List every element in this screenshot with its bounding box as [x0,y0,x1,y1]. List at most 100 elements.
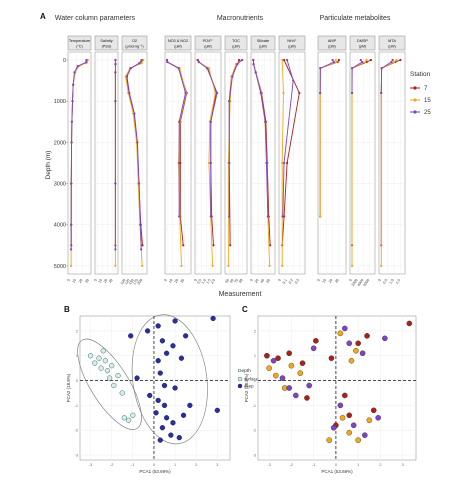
data-point-surface [111,383,116,388]
data-point-deep [179,356,184,361]
data-point-surface [120,391,125,396]
data-point-25 [231,75,233,77]
data-point-deep [156,358,161,363]
data-point-25 [351,67,353,69]
data-point-25 [166,61,168,63]
y-tick-label: -3 [75,454,78,458]
data-point-7 [371,408,376,413]
data-point-25 [141,59,143,61]
facet-strip-unit: (μM) [174,45,181,49]
data-point-25 [338,403,343,408]
data-point-deep [128,333,133,338]
data-point-25 [73,71,75,73]
facet-strip-label: O2 [132,39,137,43]
data-point-7 [407,321,412,326]
data-point-25 [332,59,334,61]
data-point-15 [281,59,283,61]
x-tick-label: 30 [84,278,90,284]
facet-strip-label: TOC [232,39,240,43]
x-tick-label: -3 [89,463,92,467]
y-axis-label: PCA2 (18.8%) [244,373,249,402]
data-point-15 [298,371,303,376]
data-point-25 [286,59,288,61]
x-tick-label: 1.0 [389,278,395,284]
x-tick-label: -2 [110,463,113,467]
legend-title: Depth [238,368,251,374]
data-point-25 [198,61,200,63]
data-point-15 [349,358,354,363]
data-point-25 [178,121,180,123]
data-point-surface [107,376,112,381]
data-point-25 [342,326,347,331]
data-point-25 [311,346,316,351]
data-point-7 [370,59,372,61]
data-point-deep [183,333,188,338]
data-point-7 [342,393,347,398]
x-tick-label: 20 [78,278,84,284]
data-point-7 [286,162,288,164]
data-point-7 [364,333,369,338]
data-point-deep [211,316,216,321]
x-tick-label: 200 [137,278,144,285]
data-point-25 [128,92,130,94]
facet-strip-unit: (PSU) [102,45,112,49]
data-point-25 [71,121,73,123]
data-point-25 [228,100,230,102]
data-point-25 [351,423,356,428]
data-point-deep [160,338,165,343]
data-point-25 [114,63,116,65]
x-tick-label: 3 [402,463,404,467]
facet-strip-label: PO4³⁻ [203,39,214,43]
legend-key [238,377,242,381]
data-point-deep [158,438,163,443]
x-tick-label: 80 [238,278,244,284]
x-tick-label: 0 [377,278,381,282]
facet-strip-unit: (pM) [388,45,395,49]
data-point-25 [216,92,218,94]
data-point-deep [171,343,176,348]
facet-strip-label: MTA [388,39,396,43]
data-point-25 [178,215,180,217]
data-point-15 [114,265,116,267]
data-point-25 [197,59,199,61]
data-point-7 [141,244,143,246]
data-point-surface [88,353,93,358]
x-tick-label: 20 [328,278,334,284]
group-title: Macronutrients [217,15,264,22]
data-point-15 [347,430,352,435]
panel-label: B [64,305,70,314]
x-tick-label: -2 [290,463,293,467]
data-point-25 [70,248,72,250]
y-tick-label: 2 [254,329,256,333]
legend-key-dot [413,110,416,113]
x-tick-label: 2.0 [210,278,216,284]
data-point-25 [265,162,267,164]
data-point-7 [212,244,214,246]
data-point-surface [103,358,108,363]
x-tick-label: 1.5 [395,278,401,284]
data-point-7 [238,59,240,61]
data-point-15 [227,265,229,267]
x-tick-label: 2 [379,463,381,467]
x-tick-label: 0.3 [294,278,300,284]
data-point-25 [331,425,336,430]
facet-strip-unit: (pM) [359,45,366,49]
facet-strip-unit: (μM) [232,45,239,49]
group-title: Water column parameters [55,15,136,22]
facet-strip-unit: (pM) [328,45,335,49]
legend-label: 7 [424,86,428,92]
legend-title: Station [410,71,431,78]
data-point-25 [133,112,135,114]
data-point-15 [180,265,182,267]
facet-strip-label: NH4⁺ [287,39,297,43]
x-axis-label: PCA1 (53.69%) [139,469,171,474]
data-point-7 [298,92,300,94]
x-tick-label: 60 [265,278,271,284]
y-tick-label: -3 [253,454,256,458]
x-tick-label: 30 [180,278,186,284]
y-tick-label: -2 [75,429,78,433]
facet-strip-unit: (°C) [76,45,82,49]
